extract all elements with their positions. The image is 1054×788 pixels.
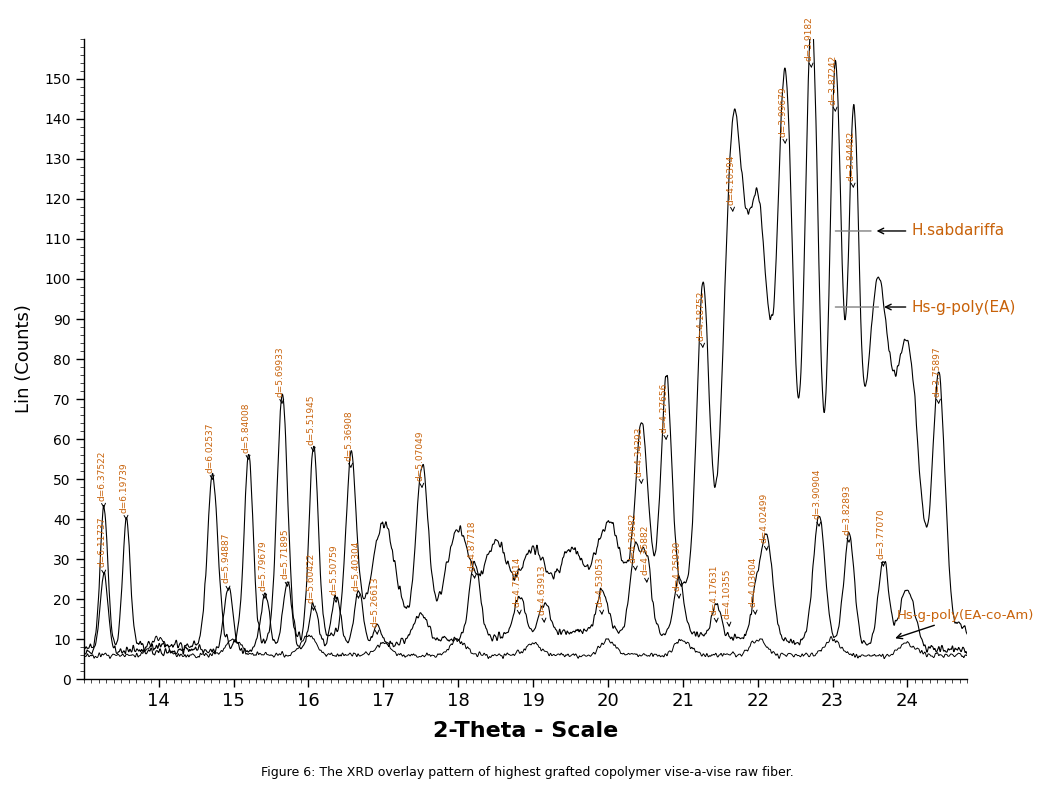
Text: Figure 6: The XRD overlay pattern of highest grafted copolymer vise-a-vise raw f: Figure 6: The XRD overlay pattern of hig…: [260, 766, 794, 779]
Text: d=4.18752: d=4.18752: [697, 291, 705, 348]
Text: d=4.25930: d=4.25930: [672, 541, 681, 598]
Text: d=5.94887: d=5.94887: [221, 533, 231, 590]
Text: d=5.50759: d=5.50759: [330, 545, 338, 602]
Text: d=6.11737: d=6.11737: [97, 516, 106, 574]
Text: H.sabdariffa: H.sabdariffa: [878, 224, 1004, 239]
X-axis label: 2-Theta - Scale: 2-Theta - Scale: [433, 722, 619, 742]
Text: d=4.10355: d=4.10355: [723, 569, 731, 626]
Text: d=5.26613: d=5.26613: [371, 577, 379, 634]
Text: d=6.02537: d=6.02537: [206, 422, 215, 479]
Y-axis label: Lin (Counts): Lin (Counts): [15, 305, 33, 414]
Text: d=4.27656: d=4.27656: [660, 383, 668, 439]
Text: d=5.84008: d=5.84008: [241, 403, 251, 459]
Text: Hs-g-poly(EA): Hs-g-poly(EA): [885, 299, 1016, 314]
Text: d=4.10394: d=4.10394: [726, 154, 736, 211]
Text: d=4.17631: d=4.17631: [709, 565, 719, 622]
Text: d=5.40304: d=5.40304: [352, 541, 360, 598]
Text: Hs-g-poly(EA-co-Am): Hs-g-poly(EA-co-Am): [896, 608, 1034, 639]
Text: d=4.34393: d=4.34393: [635, 427, 644, 483]
Text: d=4.63913: d=4.63913: [538, 565, 547, 622]
Text: d=5.79679: d=5.79679: [258, 541, 268, 598]
Text: d=3.75897: d=3.75897: [932, 347, 941, 403]
Text: d=5.51945: d=5.51945: [307, 395, 316, 452]
Text: d=4.53053: d=4.53053: [596, 556, 604, 614]
Text: d=4.73814: d=4.73814: [513, 557, 522, 614]
Text: d=3.87242: d=3.87242: [828, 54, 838, 111]
Text: d=5.60422: d=5.60422: [307, 553, 316, 610]
Text: d=5.36908: d=5.36908: [345, 411, 353, 467]
Text: d=4.02499: d=4.02499: [760, 492, 769, 550]
Text: d=6.37522: d=6.37522: [97, 451, 106, 507]
Text: d=4.03604: d=4.03604: [748, 557, 758, 614]
Text: d=5.71895: d=5.71895: [280, 529, 290, 586]
Text: d=4.39682: d=4.39682: [629, 513, 638, 570]
Text: d=3.90904: d=3.90904: [813, 469, 821, 526]
Text: d=4.87718: d=4.87718: [468, 521, 476, 578]
Text: d=5.69933: d=5.69933: [275, 347, 285, 403]
Text: d=3.9182: d=3.9182: [805, 16, 814, 67]
Text: d=3.84482: d=3.84482: [846, 131, 856, 188]
Text: d=6.19739: d=6.19739: [120, 463, 129, 519]
Text: d=4.35882: d=4.35882: [640, 525, 649, 582]
Text: d=3.77070: d=3.77070: [877, 508, 885, 566]
Text: d=3.82893: d=3.82893: [842, 485, 852, 542]
Text: d=3.99679: d=3.99679: [779, 87, 787, 143]
Text: d=5.07049: d=5.07049: [415, 430, 425, 487]
